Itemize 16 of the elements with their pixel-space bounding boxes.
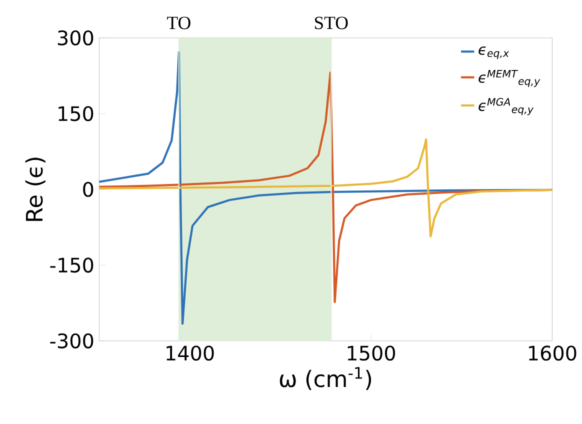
y-tick-label: 0: [83, 182, 94, 198]
y-tick-label: -300: [50, 334, 94, 349]
legend-label: ϵ$^{MGA}$eq,y: [478, 98, 534, 116]
ref-line-label: STO: [314, 16, 348, 30]
line-series: [98, 138, 554, 238]
legend-label: ϵ$_{eq,x}$: [478, 46, 510, 60]
y-tick-label: -150: [50, 258, 94, 273]
x-axis-title: ω (cm$^{-1}$): [280, 367, 372, 390]
ref-line-label: TO: [167, 16, 190, 30]
x-tick-label: 1600: [529, 346, 576, 361]
x-tick-label: 1400: [166, 346, 214, 361]
y-tick-label: 300: [58, 30, 94, 46]
y-axis-title: Re (ϵ): [25, 158, 46, 222]
x-tick-label: 1500: [348, 346, 396, 361]
legend-label: ϵ$^{MEMT}$eq,y: [478, 70, 540, 88]
y-tick-label: 150: [58, 106, 94, 122]
